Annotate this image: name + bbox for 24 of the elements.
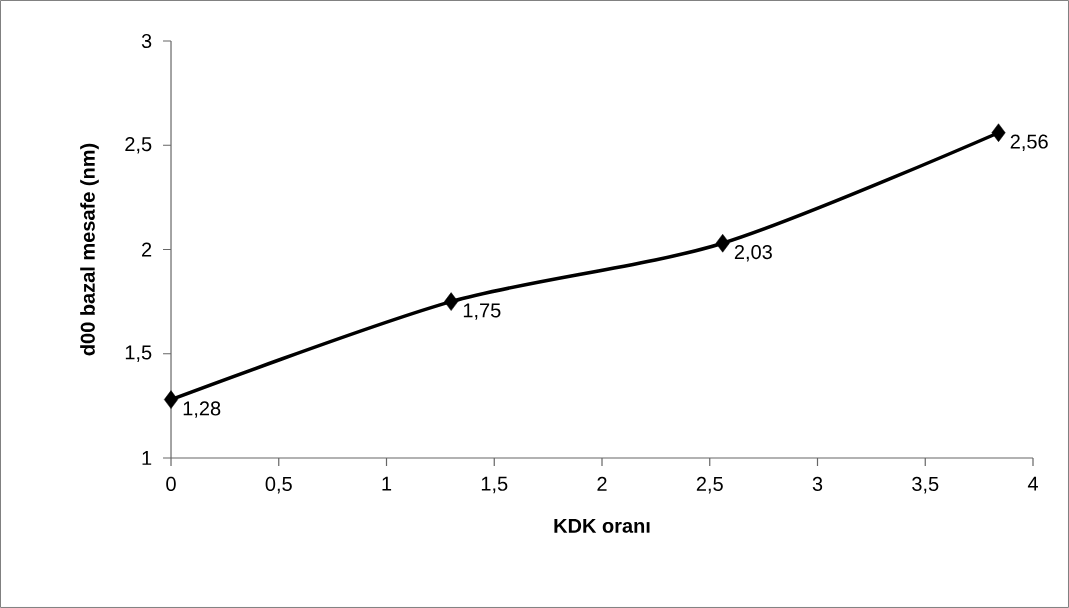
y-tick-label: 2 [142, 242, 152, 257]
x-tick-label: 0,5 [265, 476, 292, 494]
x-tick-label: 0 [166, 476, 176, 492]
x-tick-label: 2 [597, 476, 607, 491]
y-tick-label: 1,5 [125, 345, 152, 362]
x-tick-label: 4 [1027, 476, 1038, 491]
y-tick-label: 3 [141, 33, 152, 49]
x-tick-label: 3,5 [912, 476, 939, 494]
point [991, 123, 1006, 142]
data-label: 2,56 [1010, 134, 1048, 151]
point [164, 390, 179, 409]
y-tick-label: 2,5 [125, 136, 152, 154]
y-axis-title: d00 bazal mesafe (nm) [80, 143, 99, 356]
data-label: 1,75 [463, 303, 501, 320]
x-tick-label: 3 [812, 476, 823, 492]
x-tick-label: 1,5 [481, 476, 508, 494]
data-label: 2,03 [734, 244, 772, 262]
x-tick-label: 1 [382, 476, 392, 491]
point [715, 233, 730, 253]
x-axis-title: KDK oranı [554, 518, 650, 533]
x-tick-label: 2,5 [696, 476, 723, 494]
point [444, 292, 459, 311]
y-tick-label: 1 [142, 451, 152, 465]
data-label: 1,28 [183, 401, 221, 418]
